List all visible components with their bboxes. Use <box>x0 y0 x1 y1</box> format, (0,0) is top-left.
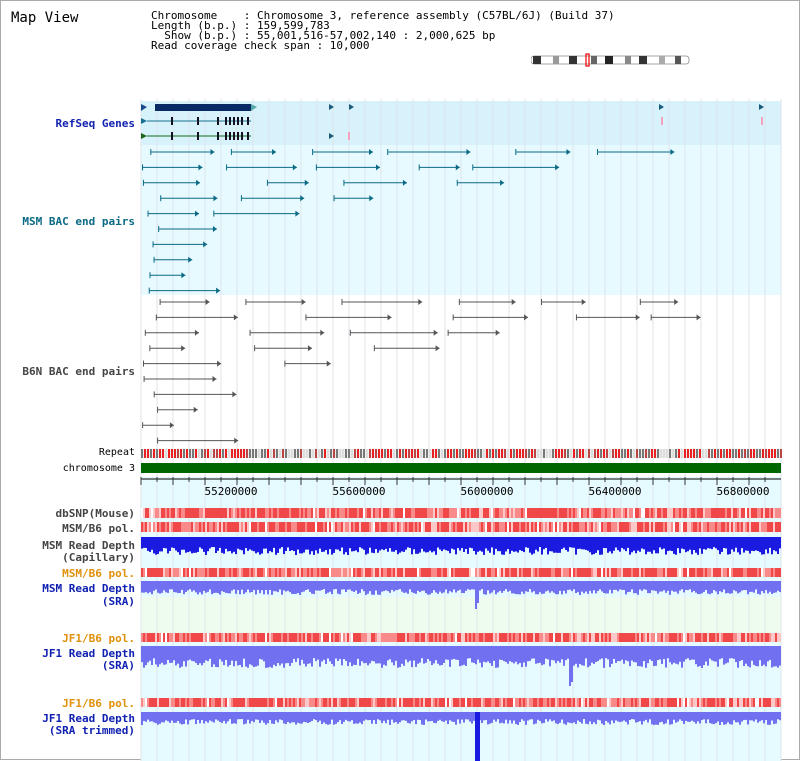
jf1-trim-spike <box>475 712 480 761</box>
msm-pol-label: MSM/B6 pol. <box>62 522 135 535</box>
msm-pol-strip <box>141 522 781 532</box>
msm-depth-sra <box>141 581 781 609</box>
msm-depth-sra-sub: (SRA) <box>101 595 135 608</box>
msm-depth-cap-sub: (Capillary) <box>62 551 135 564</box>
jf1-depth-label: JF1 Read Depth <box>42 647 135 660</box>
dbsnp-label: dbSNP(Mouse) <box>55 507 135 520</box>
coverage-span-info: Read coverage check span : 10,000 <box>151 39 370 52</box>
dbsnp-strip <box>141 508 781 518</box>
jf1-depth-trimmed <box>141 712 781 725</box>
b6n-bac-label[interactable]: B6N BAC end pairs <box>22 365 135 378</box>
jf1-pol-strip <box>141 633 781 642</box>
view-title: Map View <box>11 10 79 26</box>
msm-depth-cap-label: MSM Read Depth <box>42 539 135 552</box>
axis-tick-label: 56800000 <box>717 485 770 498</box>
repeat-label: Repeat <box>98 447 135 458</box>
refseq-genes-label[interactable]: RefSeq Genes <box>55 117 135 130</box>
msm-pol-sra-label: MSM/B6 pol. <box>62 567 135 580</box>
refseq-genes <box>141 104 764 140</box>
position-axis: 55200000 55600000 56000000 56400000 56800000 <box>140 477 781 498</box>
axis-tick-label: 56400000 <box>589 485 642 498</box>
repeat-track <box>141 449 782 458</box>
msm-pol-sra-strip <box>141 568 781 577</box>
msm-depth-sra-label: MSM Read Depth <box>42 582 135 595</box>
jf1-trim-label: JF1 Read Depth <box>42 712 135 725</box>
chromosome-label: chromosome 3 <box>62 463 135 474</box>
chromosome-bar <box>141 463 781 473</box>
msm-bac-label[interactable]: MSM BAC end pairs <box>22 215 135 228</box>
jf1-depth-sub: (SRA) <box>101 659 135 672</box>
b6n-bac-pairs <box>142 299 701 444</box>
length-info: Length (b.p.) : 159,599,783 <box>151 19 330 32</box>
jf1-trim-sub: (SRA trimmed) <box>48 724 135 737</box>
jf1-pol-2-label: JF1/B6 pol. <box>62 697 135 710</box>
show-range-info: Show (b.p.) : 55,001,516-57,002,140 : 2,… <box>151 29 496 42</box>
chromosome-ideogram[interactable] <box>531 53 691 67</box>
chromosome-info: Chromosome : Chromosome 3, reference ass… <box>151 9 615 22</box>
jf1-depth-sra <box>141 646 781 686</box>
msm-bac-pairs <box>142 149 675 294</box>
jf1-pol-label: JF1/B6 pol. <box>62 632 135 645</box>
axis-tick-label: 55200000 <box>205 485 258 498</box>
axis-tick-label: 55600000 <box>333 485 386 498</box>
axis-tick-label: 56000000 <box>461 485 514 498</box>
jf1-pol-2-strip <box>141 698 781 707</box>
region-info: Chromosome : Chromosome 3, reference ass… <box>151 9 615 52</box>
current-region-marker <box>585 53 590 67</box>
msm-depth-capillary <box>141 537 781 555</box>
